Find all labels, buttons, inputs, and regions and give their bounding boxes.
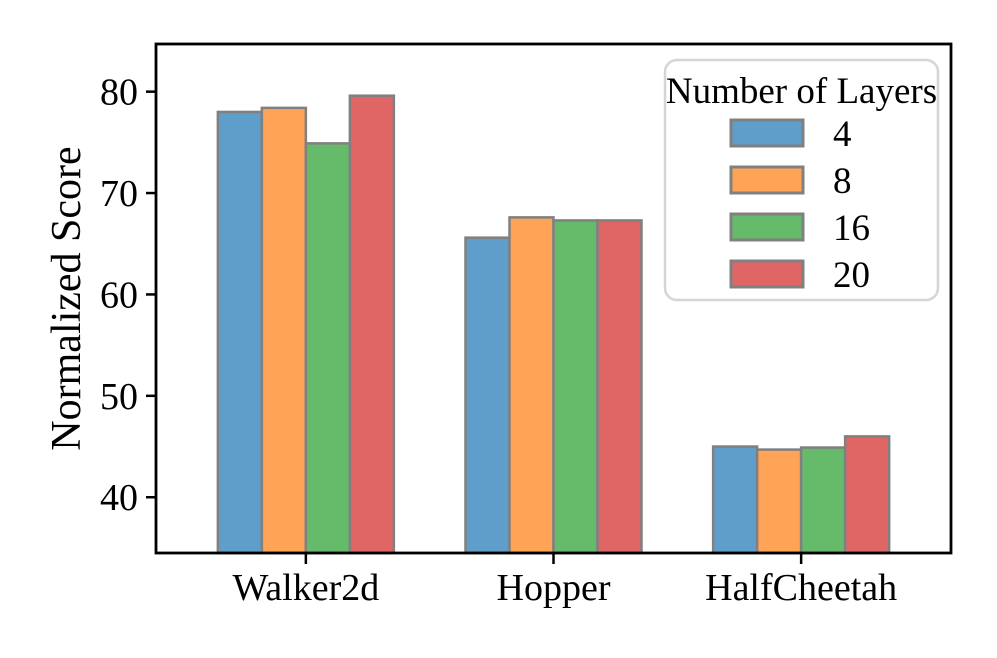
legend-swatch-8 bbox=[729, 165, 805, 195]
x-tick-label-halfcheetah: HalfCheetah bbox=[705, 567, 897, 609]
legend-swatch-20 bbox=[729, 259, 805, 289]
bar-walker2d-layers-20 bbox=[348, 94, 396, 555]
y-tick-label-80: 80 bbox=[100, 72, 138, 114]
bar-halfcheetah-layers-16 bbox=[799, 446, 847, 555]
bar-walker2d-layers-16 bbox=[304, 142, 352, 555]
bar-halfcheetah-layers-8 bbox=[755, 448, 803, 555]
y-tick-label-50: 50 bbox=[100, 376, 138, 418]
bar-walker2d-layers-4 bbox=[216, 110, 264, 555]
bar-hopper-layers-20 bbox=[596, 219, 643, 555]
y-tick-label-60: 60 bbox=[100, 274, 138, 316]
y-tick-label-70: 70 bbox=[100, 173, 138, 215]
bar-halfcheetah-layers-4 bbox=[711, 445, 759, 555]
bar-hopper-layers-8 bbox=[508, 216, 555, 555]
legend-title: Number of Layers bbox=[666, 71, 937, 112]
bar-halfcheetah-layers-20 bbox=[843, 435, 891, 555]
bar-walker2d-layers-8 bbox=[260, 106, 308, 555]
legend-swatch-4 bbox=[729, 118, 805, 148]
legend-swatch-16 bbox=[729, 212, 805, 242]
x-tick-label-hopper: Hopper bbox=[497, 567, 611, 609]
legend-item-label-16: 16 bbox=[833, 208, 870, 249]
legend-item-label-8: 8 bbox=[833, 161, 852, 202]
bar-hopper-layers-4 bbox=[464, 236, 511, 555]
legend-item-label-4: 4 bbox=[833, 114, 852, 155]
bar-hopper-layers-16 bbox=[552, 219, 599, 555]
x-tick-label-walker2d: Walker2d bbox=[232, 567, 379, 609]
y-axis-label: Normalized Score bbox=[44, 146, 90, 450]
legend-item-label-20: 20 bbox=[833, 255, 870, 296]
y-tick-label-40: 40 bbox=[100, 477, 138, 519]
